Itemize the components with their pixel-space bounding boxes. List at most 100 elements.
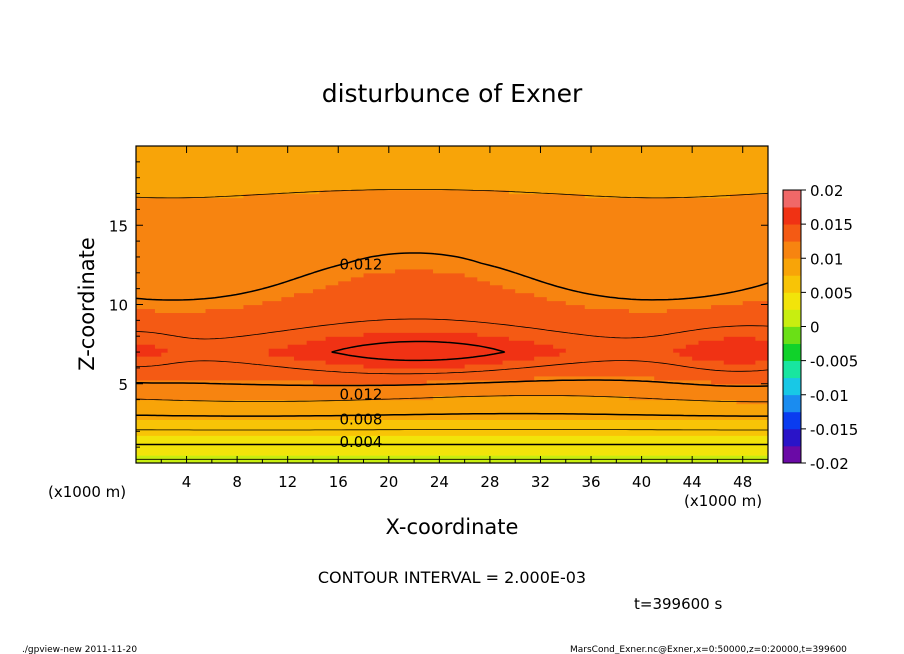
- contour-fill-cell: [534, 375, 655, 381]
- contour-fill-cell: [136, 371, 768, 377]
- contour-fill-cell: [136, 383, 768, 389]
- contour-fill-cell: [243, 304, 586, 310]
- contour-fill-cell: [325, 284, 504, 290]
- contour-fill-cell: [136, 344, 156, 349]
- contour-fill-cell: [136, 435, 768, 440]
- contour-fill-cell: [553, 344, 687, 349]
- contour-fill-cell: [136, 193, 245, 199]
- contour-fill-cell: [136, 363, 365, 369]
- contour-line: [136, 412, 768, 417]
- y-tick-label: 15: [109, 217, 128, 235]
- contour-fill-cell: [312, 379, 428, 385]
- contour-lines: [136, 189, 768, 460]
- colorbar-swatch: [783, 190, 801, 208]
- contour-fill-cell: [350, 276, 478, 282]
- contour-fill-cell: [136, 161, 768, 167]
- contour-fill-cell: [502, 359, 725, 365]
- time-stamp: t=399600 s: [634, 595, 722, 613]
- colorbar-label: 0.02: [810, 182, 843, 200]
- y-tick-label: 10: [109, 297, 128, 315]
- contour-label-text: 0.008: [340, 411, 383, 429]
- contour-fill-cell: [666, 308, 768, 314]
- contour-fill-cell: [489, 280, 768, 286]
- contour-fill-cell: [136, 439, 768, 444]
- contour-fill-cell: [136, 415, 768, 421]
- contour-fill-cell: [723, 336, 756, 341]
- contour-fill-cell: [325, 336, 510, 341]
- contour-fill-cell: [136, 165, 768, 171]
- contour-line: [136, 318, 768, 375]
- colorbar-swatch: [783, 343, 801, 362]
- colorbar-swatch: [783, 309, 801, 327]
- colorbar-swatch: [783, 445, 801, 464]
- contour-fill-cell: [692, 356, 768, 361]
- contour-fill-cell: [325, 359, 504, 365]
- contour-fill-cell: [136, 221, 768, 226]
- contour-fill-cell: [294, 292, 535, 298]
- contour-fill-cell: [136, 181, 768, 187]
- contour-fill-cell: [464, 272, 768, 278]
- contour-fill-cell: [698, 340, 768, 345]
- colorbar-swatch: [783, 411, 801, 430]
- y-tick-label: 5: [118, 376, 128, 394]
- contour-fill-cell: [136, 276, 352, 282]
- contour-fill-cell: [136, 201, 768, 207]
- contour-fill-cell: [559, 352, 681, 357]
- contour-label-text: 0.012: [340, 385, 383, 403]
- contour-fill-cell: [136, 423, 768, 428]
- contour-fill-cell: [565, 300, 744, 306]
- contour-fill-cell: [136, 169, 768, 175]
- contour-fill-cell: [755, 336, 768, 341]
- contour-fill-cell: [243, 193, 586, 199]
- contour-fill-cell: [281, 296, 548, 302]
- y-axis-label: Z-coordinate: [75, 237, 99, 371]
- contour-fill-cell: [136, 173, 768, 179]
- contour-fill-cell: [136, 284, 327, 290]
- contour-fill-cell: [136, 399, 737, 405]
- contour-fill-cell: [565, 348, 674, 353]
- contour-fill-cell: [136, 280, 339, 286]
- contour-line: [136, 189, 768, 403]
- contour-fill-cell: [136, 213, 768, 218]
- contour-fill-cell: [136, 241, 768, 246]
- footer-right: MarsCond_Exner.nc@Exner,x=0:50000,z=0:20…: [570, 645, 847, 654]
- contour-fill-cell: [136, 229, 768, 234]
- colorbar: 0.02 0.015 0.01 0.005 0 -0.005 -0.01 -0.015 -0.0…: [782, 182, 858, 473]
- x-tick-label: 8: [232, 473, 242, 491]
- contour-fill-cell: [268, 348, 567, 353]
- contour-fill-cell: [363, 363, 466, 369]
- contour-fill-cell: [136, 197, 768, 203]
- contour-fill-cell: [136, 146, 768, 151]
- contour-fill-cell: [154, 308, 207, 314]
- contour-fill-cell: [294, 356, 535, 361]
- x-unit-label-right: (x1000 m): [684, 492, 762, 510]
- colorbar-label: -0.02: [810, 455, 849, 473]
- colorbar-label: 0.015: [810, 216, 853, 234]
- contour-fill-cell: [136, 419, 768, 424]
- x-tick-label: 48: [733, 473, 752, 491]
- contour-fill-cell: [136, 391, 768, 397]
- contour-fill-cell: [534, 292, 768, 298]
- contour-fill-cell: [363, 272, 466, 278]
- colorbar-label: -0.01: [810, 387, 849, 405]
- colorbar-label: 0.005: [810, 284, 853, 302]
- contour-fill-cell: [433, 268, 768, 274]
- contour-line: [136, 252, 768, 388]
- contour-fill-cell: [136, 403, 768, 409]
- colorbar-swatch: [783, 241, 801, 259]
- contour-fill-cell: [628, 395, 768, 401]
- contour-fill-cell: [136, 352, 162, 357]
- contour-fill-cell: [136, 237, 768, 242]
- contour-fill-cell: [136, 189, 320, 195]
- contour-fill-cell: [136, 252, 768, 258]
- x-tick-label: 32: [531, 473, 550, 491]
- contour-fill-cell: [136, 300, 263, 306]
- x-tick-label: 28: [480, 473, 499, 491]
- contour-fill-cell: [136, 447, 768, 452]
- contour-fill-cell: [711, 304, 768, 310]
- x-tick-label: 44: [683, 473, 702, 491]
- colorbar-swatch: [783, 207, 801, 225]
